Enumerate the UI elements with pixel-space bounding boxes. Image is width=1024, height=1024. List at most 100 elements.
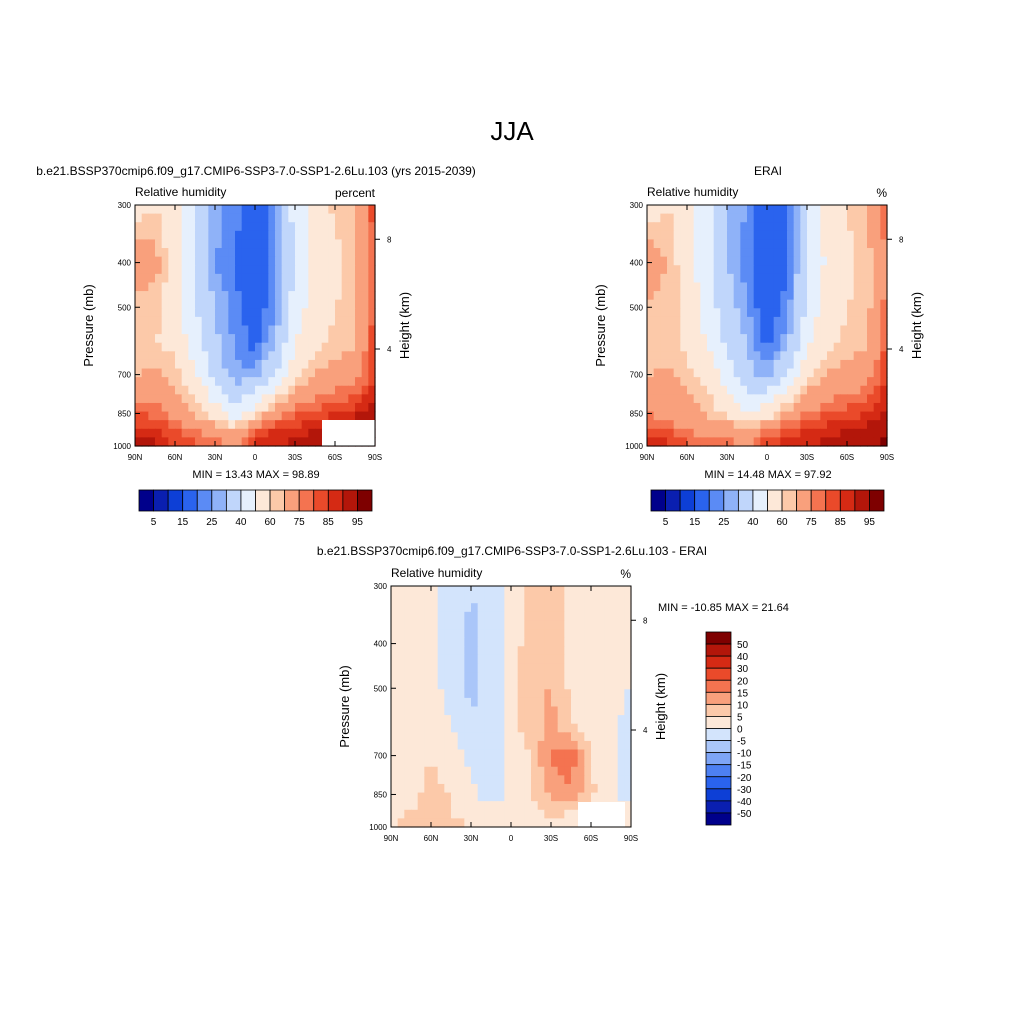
field-cell	[847, 428, 855, 438]
field-cell	[221, 282, 229, 292]
field-cell	[411, 783, 419, 794]
field-cell	[431, 740, 439, 751]
field-cell	[497, 809, 505, 819]
field-cell	[417, 809, 425, 819]
field-cell	[727, 437, 735, 447]
field-cell	[687, 437, 695, 447]
field-cell	[261, 334, 269, 344]
field-cell	[348, 308, 356, 318]
field-cell	[531, 594, 539, 604]
field-cell	[747, 420, 755, 430]
field-cell	[261, 299, 269, 309]
field-cell	[208, 394, 216, 404]
field-cell	[355, 291, 363, 301]
field-cell	[255, 239, 263, 249]
field-cell	[813, 230, 821, 241]
field-cell	[713, 402, 721, 413]
field-cell	[747, 385, 755, 395]
field-cell	[424, 654, 432, 665]
field-cell	[693, 368, 701, 378]
field-cell	[537, 801, 545, 811]
field-cell	[673, 385, 681, 395]
field-cell	[807, 308, 815, 318]
field-cell	[175, 351, 183, 361]
field-cell	[693, 402, 701, 413]
field-cell	[431, 732, 439, 742]
field-cell	[477, 646, 485, 656]
field-cell	[175, 325, 183, 335]
field-cell	[471, 680, 479, 690]
field-cell	[727, 265, 735, 275]
field-cell	[301, 273, 309, 284]
field-cell	[860, 351, 868, 361]
field-cell	[707, 230, 715, 241]
field-cell	[437, 663, 445, 673]
field-cell	[853, 359, 861, 370]
field-cell	[813, 342, 821, 352]
field-cell	[524, 792, 532, 802]
field-cell	[820, 308, 828, 318]
field-cell	[873, 342, 881, 352]
field-cell	[391, 654, 399, 665]
field-cell	[667, 282, 675, 292]
field-cell	[867, 299, 875, 309]
field-cell	[557, 758, 565, 768]
field-cell	[135, 316, 143, 327]
field-cell	[787, 316, 795, 327]
field-cell	[188, 402, 196, 413]
field-cell	[713, 230, 721, 241]
field-cell	[221, 385, 229, 395]
field-cell	[827, 411, 835, 421]
field-cell	[288, 385, 296, 395]
field-cell	[208, 248, 216, 258]
field-cell	[228, 265, 236, 275]
field-cell	[787, 239, 795, 249]
field-cell	[713, 334, 721, 344]
field-cell	[188, 248, 196, 258]
field-cell	[464, 586, 472, 596]
field-cell	[175, 248, 183, 258]
field-cell	[437, 586, 445, 596]
field-cell	[800, 428, 808, 438]
field-cell	[564, 749, 572, 759]
field-cell	[597, 715, 605, 725]
field-cell	[181, 342, 189, 352]
field-cell	[195, 359, 203, 370]
field-cell	[188, 308, 196, 318]
field-cell	[241, 291, 249, 301]
field-cell	[471, 672, 479, 682]
field-cell	[840, 428, 848, 438]
field-cell	[647, 411, 655, 421]
field-cell	[867, 205, 875, 215]
field-cell	[544, 663, 552, 673]
field-cell	[617, 663, 625, 673]
field-cell	[424, 646, 432, 656]
field-cell	[647, 248, 655, 258]
field-cell	[235, 368, 243, 378]
field-cell	[524, 586, 532, 596]
field-cell	[168, 420, 176, 430]
field-cell	[537, 689, 545, 699]
field-cell	[457, 654, 465, 665]
field-cell	[335, 334, 343, 344]
field-cell	[288, 394, 296, 404]
field-cell	[531, 603, 539, 613]
field-cell	[444, 637, 452, 647]
x-tick-label: 0	[765, 453, 770, 462]
field-cell	[215, 342, 223, 352]
field-cell	[281, 402, 289, 413]
field-cell	[484, 663, 492, 673]
field-cell	[464, 758, 472, 768]
field-cell	[248, 437, 256, 447]
field-cell	[511, 818, 519, 828]
field-cell	[451, 663, 459, 673]
field-cell	[584, 620, 592, 630]
field-cell	[341, 291, 349, 301]
field-cell	[827, 342, 835, 352]
field-cell	[537, 629, 545, 639]
field-cell	[707, 222, 715, 232]
field-cell	[873, 248, 881, 258]
field-cell	[168, 368, 176, 378]
field-cell	[181, 291, 189, 301]
field-cell	[760, 308, 768, 318]
